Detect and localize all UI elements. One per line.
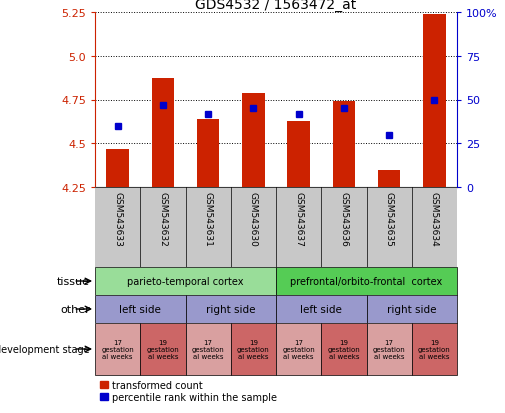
Text: GSM543631: GSM543631 xyxy=(204,192,213,246)
Text: prefrontal/orbito-frontal  cortex: prefrontal/orbito-frontal cortex xyxy=(290,276,442,286)
Bar xyxy=(276,323,321,375)
Text: left side: left side xyxy=(119,304,161,314)
Text: GSM543635: GSM543635 xyxy=(385,192,393,246)
Text: left side: left side xyxy=(300,304,342,314)
Text: other: other xyxy=(60,304,90,314)
Text: tissue: tissue xyxy=(57,276,90,286)
Title: GDS4532 / 1563472_at: GDS4532 / 1563472_at xyxy=(195,0,357,12)
Text: GSM543633: GSM543633 xyxy=(113,192,122,246)
Bar xyxy=(367,295,457,323)
Legend: transformed count, percentile rank within the sample: transformed count, percentile rank withi… xyxy=(100,380,278,402)
Text: right side: right side xyxy=(387,304,436,314)
Bar xyxy=(367,323,412,375)
Bar xyxy=(95,295,185,323)
Bar xyxy=(140,323,185,375)
Bar xyxy=(276,295,367,323)
Bar xyxy=(152,79,174,188)
Bar xyxy=(321,323,367,375)
Text: 19
gestation
al weeks: 19 gestation al weeks xyxy=(237,339,270,359)
Text: development stage: development stage xyxy=(0,344,90,354)
Text: parieto-temporal cortex: parieto-temporal cortex xyxy=(127,276,244,286)
Bar xyxy=(231,323,276,375)
Bar xyxy=(378,170,400,188)
Text: 17
gestation
al weeks: 17 gestation al weeks xyxy=(192,339,225,359)
Bar xyxy=(95,267,276,295)
Text: GSM543632: GSM543632 xyxy=(159,192,167,246)
Text: 19
gestation
al weeks: 19 gestation al weeks xyxy=(328,339,360,359)
Bar xyxy=(333,102,355,188)
Bar xyxy=(423,15,446,188)
Bar xyxy=(276,267,457,295)
Text: GSM543637: GSM543637 xyxy=(294,192,303,246)
Bar xyxy=(287,121,310,188)
Bar xyxy=(107,149,129,188)
Bar xyxy=(412,323,457,375)
Text: 17
gestation
al weeks: 17 gestation al weeks xyxy=(282,339,315,359)
Text: 19
gestation
al weeks: 19 gestation al weeks xyxy=(418,339,451,359)
Bar xyxy=(242,93,265,188)
Text: 19
gestation
al weeks: 19 gestation al weeks xyxy=(146,339,179,359)
Text: GSM543634: GSM543634 xyxy=(430,192,439,246)
Text: 17
gestation
al weeks: 17 gestation al weeks xyxy=(101,339,134,359)
Bar xyxy=(95,323,140,375)
Text: GSM543636: GSM543636 xyxy=(339,192,348,246)
Text: GSM543630: GSM543630 xyxy=(249,192,258,246)
Bar xyxy=(185,323,231,375)
Bar xyxy=(197,119,220,188)
Text: right side: right side xyxy=(206,304,256,314)
Text: 17
gestation
al weeks: 17 gestation al weeks xyxy=(373,339,406,359)
Bar xyxy=(185,295,276,323)
